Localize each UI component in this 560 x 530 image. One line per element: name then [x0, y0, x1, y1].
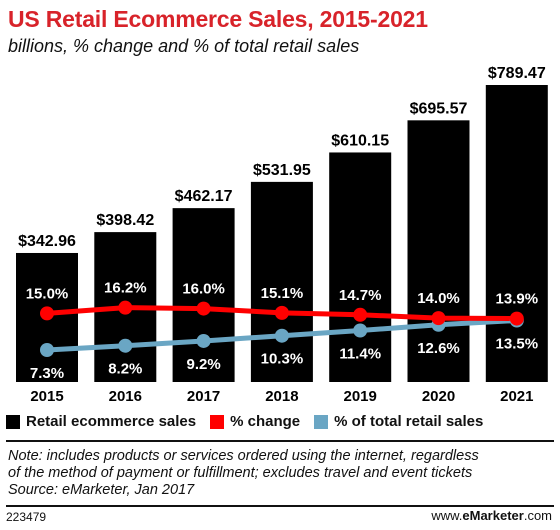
bar-value-label-2019: $610.15: [331, 132, 389, 149]
label-change-2020: 14.0%: [417, 290, 460, 307]
point-share-2019: [353, 323, 368, 338]
point-change-2020: [431, 311, 446, 326]
divider-bottom: [6, 505, 554, 507]
site-brand: eMarketer: [462, 508, 524, 523]
label-change-2019: 14.7%: [339, 287, 382, 304]
label-share-2021: 13.5%: [496, 336, 539, 353]
chart-subtitle: billions, % change and % of total retail…: [8, 36, 360, 56]
legend: Retail ecommerce sales % change % of tot…: [6, 413, 497, 430]
site-suffix: .com: [523, 508, 552, 523]
label-change-2015: 15.0%: [26, 285, 69, 302]
label-share-2019: 11.4%: [339, 345, 381, 362]
bar-value-label-2016: $398.42: [96, 212, 154, 229]
legend-label-share: % of total retail sales: [334, 413, 484, 430]
label-change-2018: 15.1%: [261, 285, 304, 302]
bar-2021: [485, 85, 548, 382]
label-share-2015: 7.3%: [30, 365, 64, 382]
point-change-2016: [118, 300, 133, 315]
site-prefix: www.: [431, 508, 463, 523]
label-change-2021: 13.9%: [496, 291, 539, 308]
label-share-2018: 10.3%: [261, 351, 304, 368]
chart-id: 223479: [6, 510, 47, 524]
point-share-2018: [274, 328, 289, 343]
point-change-2018: [274, 305, 289, 320]
bar-2017: [172, 208, 235, 382]
legend-swatch-share: [314, 414, 329, 429]
footnote: Note: includes products or services orde…: [8, 448, 556, 499]
legend-item-change: % change: [210, 413, 300, 430]
x-tick-label-2016: 2016: [109, 388, 142, 405]
point-share-2016: [118, 338, 133, 353]
legend-label-sales: Retail ecommerce sales: [26, 413, 197, 430]
bar-value-label-2018: $531.95: [253, 162, 311, 179]
note-line-1: Note: includes products or services orde…: [8, 448, 479, 464]
chart-title: US Retail Ecommerce Sales, 2015-2021: [8, 6, 428, 32]
bar-2018: [250, 181, 313, 382]
chart-area: $342.96 2015 $398.42 2016 $462.17 2017 $531.95…: [16, 65, 548, 405]
point-change-2019: [353, 307, 368, 322]
point-share-2017: [196, 333, 211, 348]
x-tick-label-2018: 2018: [265, 388, 298, 405]
point-share-2015: [40, 343, 54, 357]
point-change-2017: [196, 301, 211, 316]
point-change-2015: [40, 306, 54, 321]
legend-item-share: % of total retail sales: [314, 413, 483, 430]
x-tick-label-2019: 2019: [344, 388, 377, 405]
label-change-2016: 16.2%: [104, 280, 147, 297]
label-share-2016: 8.2%: [108, 361, 142, 378]
bar-2020: [407, 120, 470, 382]
legend-swatch-sales: [6, 414, 20, 429]
label-share-2017: 9.2%: [186, 356, 220, 373]
x-tick-label-2017: 2017: [187, 388, 220, 405]
legend-swatch-change: [210, 414, 225, 429]
x-tick-label-2020: 2020: [422, 388, 455, 405]
legend-item-sales: Retail ecommerce sales: [6, 413, 196, 430]
divider-top: [6, 440, 554, 442]
source-line: Source: eMarketer, Jan 2017: [8, 482, 195, 498]
label-change-2017: 16.0%: [182, 281, 225, 298]
note-line-2: of the method of payment or fulfillment;…: [8, 465, 473, 481]
bar-value-label-2017: $462.17: [175, 188, 233, 205]
site-link[interactable]: www.eMarketer.com: [431, 508, 552, 523]
bar-value-label-2015: $342.96: [18, 233, 76, 250]
bar-value-label-2021: $789.47: [488, 65, 546, 82]
x-tick-label-2015: 2015: [30, 388, 63, 405]
x-tick-label-2021: 2021: [500, 388, 533, 405]
point-change-2021: [509, 311, 524, 326]
legend-label-change: % change: [230, 413, 301, 430]
label-share-2020: 12.6%: [417, 340, 460, 357]
bar-2019: [329, 152, 392, 382]
bar-value-label-2020: $695.57: [410, 100, 468, 117]
